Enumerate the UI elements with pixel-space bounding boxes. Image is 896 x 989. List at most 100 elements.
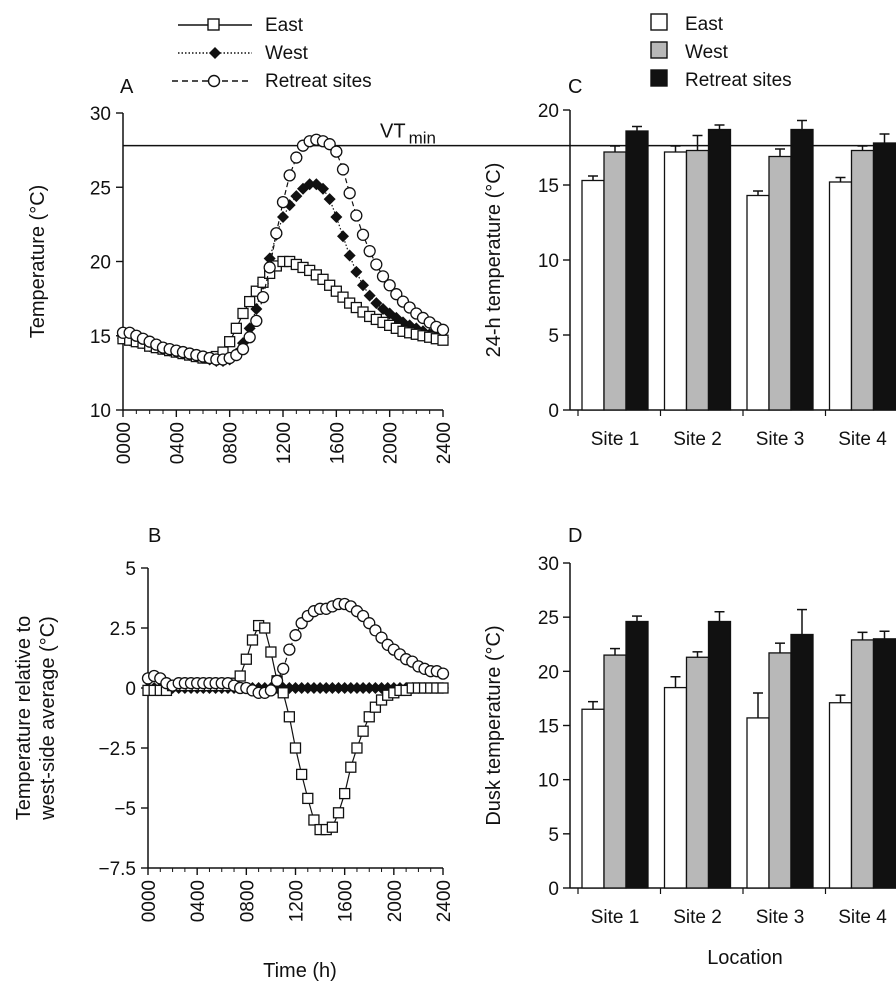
data-point-east	[326, 821, 339, 833]
data-point-west	[363, 289, 376, 302]
x-category-label: Site 2	[673, 907, 722, 928]
data-point-retreat	[283, 169, 296, 182]
data-point-west	[317, 182, 329, 195]
chart-panel-b: −7.5 −5 −2.5 0 2.5 5 0000 0400 0800 1200 1600 2000 2…	[13, 559, 455, 922]
y-tick-label: 5	[548, 825, 559, 846]
data-point-east	[308, 814, 320, 826]
data-point-retreat	[436, 667, 450, 680]
legend-left-west: West	[178, 43, 309, 64]
legend-swatch-west	[650, 41, 668, 59]
legend-right-label: East	[685, 14, 724, 35]
bar-east-3	[746, 717, 770, 889]
y-axis-title: Dusk temperature (°C)	[483, 625, 505, 825]
x-category-label: Site 1	[591, 907, 640, 928]
y-tick-label: 5	[125, 559, 136, 580]
y-tick-label: 20	[538, 662, 559, 683]
data-point-west	[314, 682, 327, 694]
data-point-east	[324, 279, 336, 291]
y-tick-label: −5	[114, 799, 136, 820]
y-tick-label: 10	[538, 771, 559, 792]
x-axis-title-location: Location	[707, 947, 783, 969]
data-point-east	[302, 792, 314, 805]
data-point-retreat	[277, 662, 290, 675]
data-point-retreat	[263, 261, 276, 274]
data-point-retreat	[436, 323, 450, 336]
y-tick-label: 20	[538, 101, 559, 122]
chart-panel-d: 0 5 10 15 20 25 30 Dusk temperature (°C) Site 1 S…	[483, 554, 896, 928]
data-point-retreat	[376, 270, 390, 283]
x-tick-label: 0800	[221, 422, 242, 464]
x-tick-label: 2400	[434, 880, 455, 922]
diamond-marker-icon	[209, 47, 221, 59]
x-category-label: Site 2	[673, 429, 722, 450]
data-point-retreat	[270, 674, 284, 687]
data-point-west	[338, 682, 351, 694]
data-point-east	[437, 334, 449, 346]
legend-left: East West Retreat sites	[172, 15, 372, 92]
x-tick-label: 1600	[327, 422, 348, 464]
bar-east-1	[581, 708, 605, 889]
bar-east-1	[581, 179, 605, 411]
data-point-west	[370, 297, 383, 310]
data-point-east	[295, 768, 308, 781]
data-point-east	[230, 322, 242, 334]
data-point-east	[317, 273, 329, 285]
chart-panel-c: 0 5 10 15 20 24-h temperature (°C) Site 1 Site …	[483, 101, 896, 450]
legend-right-label: Retreat sites	[685, 70, 792, 91]
data-point-west	[344, 682, 357, 694]
data-point-east	[240, 653, 252, 665]
data-point-east	[250, 285, 262, 297]
x-tick-label: 1200	[287, 880, 308, 922]
data-point-west	[343, 249, 356, 262]
bar-retreat-sites-2	[707, 620, 732, 889]
y-tick-label: 20	[90, 253, 111, 274]
data-point-retreat	[283, 643, 296, 656]
data-point-west	[350, 265, 363, 278]
data-point-west	[320, 682, 333, 694]
legend-left-label: East	[265, 15, 304, 36]
data-point-retreat	[236, 342, 250, 356]
data-point-west	[357, 682, 370, 694]
bar-retreat-sites-4	[872, 638, 896, 889]
data-point-west	[330, 210, 343, 223]
legend-left-east: East	[178, 15, 304, 36]
y-tick-label: 15	[538, 717, 559, 738]
x-tick-label: 0000	[139, 880, 160, 922]
chart-panel-a: 10 15 20 25 30 0000 0400 0800 1200 1600 2000 2400 Te…	[27, 104, 896, 464]
data-point-retreat	[350, 209, 363, 222]
data-point-retreat	[289, 629, 302, 642]
x-tick-label: 2000	[381, 422, 402, 464]
data-point-east	[337, 291, 349, 303]
bar-west-1	[603, 654, 627, 889]
data-point-retreat	[363, 244, 376, 258]
data-point-east	[437, 682, 449, 694]
data-point-west	[289, 682, 302, 694]
data-point-west	[323, 193, 336, 206]
x-tick-label: 0400	[167, 422, 188, 464]
bar-west-2	[685, 656, 710, 889]
x-tick-label: 2400	[434, 422, 455, 464]
data-point-east	[234, 670, 246, 682]
data-point-retreat	[356, 228, 370, 241]
data-point-retreat	[330, 145, 343, 158]
y-axis-title: Temperature relative to	[13, 616, 35, 821]
data-point-west	[303, 178, 316, 191]
data-point-east	[330, 285, 342, 297]
data-point-east	[332, 807, 345, 819]
y-tick-label: −7.5	[98, 859, 136, 880]
data-point-west	[369, 682, 382, 694]
data-point-west	[357, 279, 369, 292]
bar-west-4	[850, 149, 875, 411]
data-point-retreat	[290, 151, 303, 164]
x-category-label: Site 3	[756, 907, 805, 928]
x-tick-label: 0000	[114, 422, 135, 464]
circle-marker-icon	[207, 74, 221, 88]
x-tick-label: 0800	[237, 880, 258, 922]
data-point-west	[337, 230, 349, 243]
data-point-east	[369, 701, 382, 713]
data-point-retreat	[276, 195, 290, 209]
x-category-label: Site 4	[838, 907, 887, 928]
bar-east-2	[663, 151, 688, 411]
x-category-label: Site 1	[591, 429, 640, 450]
